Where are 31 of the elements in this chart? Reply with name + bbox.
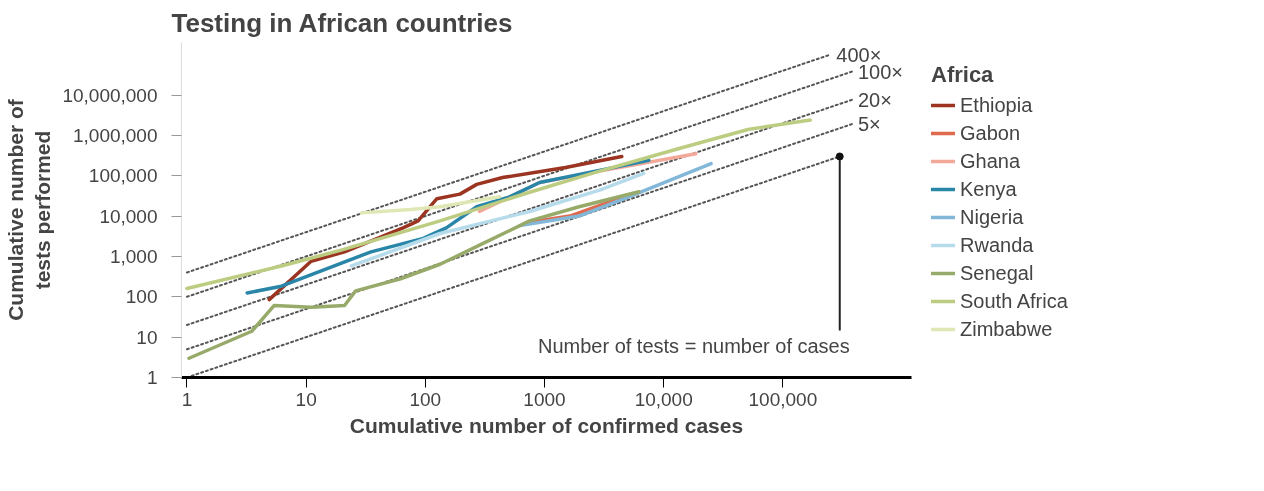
x-tick-label: 10 — [295, 388, 317, 410]
legend-label: Nigeria — [960, 205, 1024, 229]
legend-label: Ethiopia — [960, 93, 1033, 117]
y-tick-label: 1,000 — [109, 245, 158, 267]
legend-label: Senegal — [960, 261, 1034, 285]
x-tick-label: 10,000 — [634, 388, 693, 410]
annotation: 20× — [857, 88, 892, 111]
legend-label: Ghana — [960, 149, 1021, 173]
x-tick-label: 100,000 — [748, 388, 818, 410]
legend-label: Zimbabwe — [960, 317, 1053, 341]
y-tick-label: 1,000,000 — [72, 124, 158, 146]
x-axis-title: Cumulative number of confirmed cases — [349, 413, 744, 437]
annotation: 400× — [836, 43, 882, 66]
annotation: Number of tests = number of cases — [537, 334, 850, 357]
x-tick-label: 1000 — [523, 388, 566, 410]
x-tick-label: 1 — [181, 388, 193, 410]
y-tick-label: 10 — [136, 326, 158, 348]
y-tick-label: 10,000 — [99, 205, 158, 227]
legend-title: Africa — [931, 62, 995, 88]
chart-title: Testing in African countries — [171, 7, 513, 38]
y-tick-label: 1 — [146, 367, 158, 388]
legend-label: South Africa — [960, 289, 1068, 313]
y-tick-label: 10,000,000 — [62, 84, 158, 106]
y-tick-label: 100,000 — [88, 165, 158, 187]
legend-label: Kenya — [960, 177, 1017, 201]
y-axis-title: Cumulative number of tests performed — [3, 98, 55, 321]
legend-label: Gabon — [960, 121, 1021, 145]
x-tick-label: 100 — [409, 388, 442, 410]
annotation: 5× — [857, 113, 881, 136]
legend-label: Rwanda — [960, 233, 1034, 257]
y-tick-label: 100 — [125, 286, 158, 308]
